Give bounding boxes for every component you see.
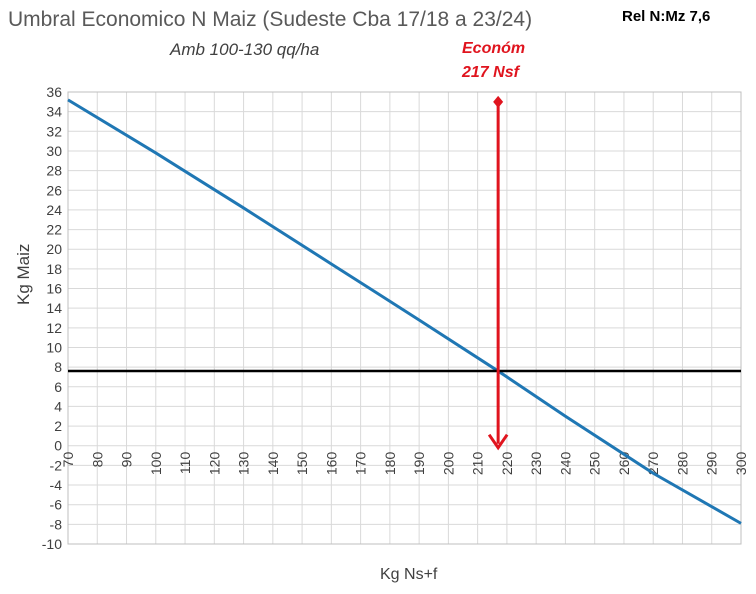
y-tick-label: -6 xyxy=(50,497,63,513)
x-tick-label: 130 xyxy=(236,452,252,476)
y-tick-label: 24 xyxy=(46,202,62,218)
x-tick-label: 100 xyxy=(148,452,164,476)
series-line xyxy=(67,98,742,525)
y-tick-labels: -10-8-6-4-202468101214161820222426283032… xyxy=(42,84,62,552)
y-tick-label: 36 xyxy=(46,84,62,100)
x-tick-labels: 70 80 90 100 110 120 130 140 150 160 170 180 190 200 2… xyxy=(60,452,749,476)
x-tick-label: 290 xyxy=(704,452,720,476)
y-tick-label: 16 xyxy=(46,281,62,297)
x-tick-label: 240 xyxy=(557,452,573,476)
chart-subtitle: Amb 100-130 qq/ha xyxy=(170,40,320,59)
ratio-label: Rel N:Mz 7,6 xyxy=(622,8,711,25)
x-tick-label: 190 xyxy=(411,452,427,476)
y-tick-label: 6 xyxy=(54,379,62,395)
arrow-diamond xyxy=(493,95,504,108)
x-tick-label: 300 xyxy=(733,452,749,476)
y-tick-label: -4 xyxy=(50,477,63,493)
x-tick-label: 210 xyxy=(470,452,486,476)
y-tick-label: 0 xyxy=(54,438,62,454)
x-tick-label: 180 xyxy=(382,452,398,476)
x-tick-label: 140 xyxy=(265,452,281,476)
x-tick-label: 250 xyxy=(587,452,603,476)
grid xyxy=(67,91,742,545)
plot-border xyxy=(67,91,742,545)
y-tick-label: 34 xyxy=(46,104,62,120)
y-tick-label: 14 xyxy=(46,300,62,316)
x-tick-label: 70 xyxy=(60,452,76,468)
x-tick-label: 150 xyxy=(294,452,310,476)
y-tick-label: 30 xyxy=(46,143,62,159)
y-tick-label: 4 xyxy=(54,398,62,414)
x-tick-label: 90 xyxy=(119,452,135,468)
arrow-head xyxy=(487,433,509,451)
x-tick-label: 200 xyxy=(440,452,456,476)
y-tick-label: -10 xyxy=(42,536,62,552)
y-tick-label: 26 xyxy=(46,182,62,198)
y-axis-label: Kg Maiz xyxy=(14,243,33,305)
y-tick-label: 12 xyxy=(46,320,62,336)
y-tick-label: 18 xyxy=(46,261,62,277)
x-tick-label: 80 xyxy=(89,452,105,468)
x-tick-label: 230 xyxy=(528,452,544,476)
y-tick-label: 22 xyxy=(46,222,62,238)
y-tick-label: 2 xyxy=(54,418,62,434)
y-tick-label: 32 xyxy=(46,123,62,139)
x-tick-label: 220 xyxy=(499,452,515,476)
y-tick-label: -2 xyxy=(50,457,63,473)
x-tick-label: 110 xyxy=(177,452,193,475)
annotation-line2: 217 Nsf xyxy=(462,64,519,81)
x-tick-label: 280 xyxy=(674,452,690,476)
annotation-line1: Económ xyxy=(462,40,526,57)
y-tick-label: -8 xyxy=(50,516,63,532)
x-axis-label: Kg Ns+f xyxy=(380,566,438,583)
y-tick-label: 8 xyxy=(54,359,62,375)
y-tick-label: 10 xyxy=(46,339,62,355)
x-tick-label: 160 xyxy=(323,452,339,476)
x-tick-label: 170 xyxy=(353,452,369,476)
y-tick-label: 28 xyxy=(46,163,62,179)
y-tick-label: 20 xyxy=(46,241,62,257)
x-tick-label: 120 xyxy=(206,452,222,476)
chart-title: Umbral Economico N Maiz (Sudeste Cba 17/… xyxy=(8,8,533,31)
